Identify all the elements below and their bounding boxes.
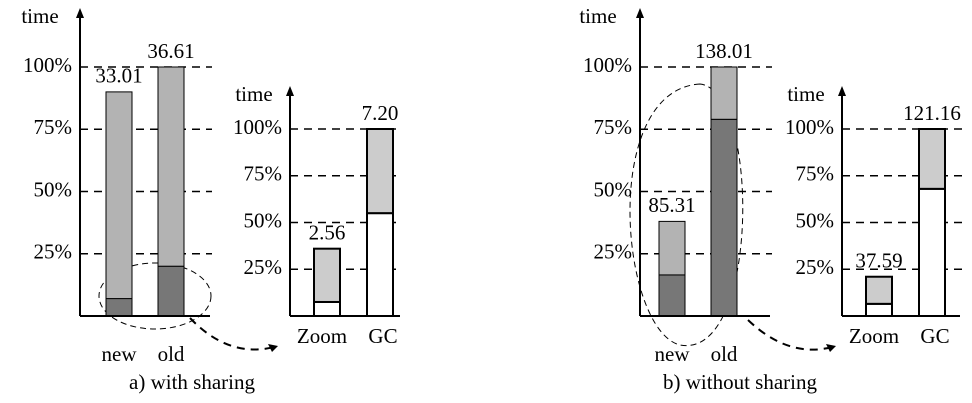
bar-label: 33.01 bbox=[95, 64, 142, 88]
bar-segment bbox=[658, 274, 686, 317]
bar-segment bbox=[105, 91, 133, 300]
y-tick-label: 100% bbox=[785, 115, 834, 139]
y-axis-label: time bbox=[579, 4, 616, 28]
x-tick-label: old bbox=[711, 342, 738, 366]
bar-label: 36.61 bbox=[147, 39, 194, 63]
zoom-region bbox=[98, 262, 212, 330]
y-tick-label: 100% bbox=[583, 53, 632, 77]
bar-segment bbox=[157, 66, 185, 267]
bar-label: 37.59 bbox=[855, 249, 902, 273]
bar-segment bbox=[157, 265, 185, 317]
bar-label: 2.56 bbox=[309, 220, 346, 244]
x-tick-label: GC bbox=[368, 324, 397, 348]
bar-segment bbox=[865, 275, 893, 305]
zoom-region bbox=[629, 83, 744, 346]
y-tick-label: 100% bbox=[23, 53, 72, 77]
x-tick-label: Zoom bbox=[849, 324, 899, 348]
y-tick-label: 75% bbox=[594, 115, 633, 139]
y-tick-label: 50% bbox=[796, 208, 835, 232]
arrow-head bbox=[268, 344, 278, 352]
y-tick-label: 50% bbox=[594, 177, 633, 201]
y-tick-label: 50% bbox=[244, 208, 283, 232]
y-axis-label: time bbox=[21, 4, 58, 28]
zoom-arrow bbox=[747, 319, 837, 351]
axis-arrow bbox=[286, 86, 294, 96]
bar-label: 121.16 bbox=[903, 101, 961, 125]
caption: b) without sharing bbox=[663, 370, 817, 394]
zoom-arrow bbox=[189, 317, 279, 351]
bar-segment bbox=[366, 212, 394, 317]
bar-label: 85.31 bbox=[648, 193, 695, 217]
axis-arrow bbox=[636, 8, 644, 18]
y-tick-label: 25% bbox=[34, 240, 73, 264]
bar-segment bbox=[918, 128, 946, 190]
bar-label: 7.20 bbox=[362, 101, 399, 125]
bar-segment bbox=[313, 300, 341, 318]
bar-segment bbox=[658, 220, 686, 276]
x-tick-label: new bbox=[102, 342, 138, 366]
y-tick-label: 100% bbox=[233, 115, 282, 139]
x-tick-label: old bbox=[158, 342, 185, 366]
bar-segment bbox=[710, 118, 738, 317]
axis-arrow bbox=[76, 8, 84, 18]
bar-segment bbox=[313, 247, 341, 303]
x-tick-label: Zoom bbox=[297, 324, 347, 348]
y-tick-label: 25% bbox=[244, 255, 283, 279]
caption: a) with sharing bbox=[129, 370, 255, 394]
x-tick-label: new bbox=[655, 342, 691, 366]
y-tick-label: 75% bbox=[34, 115, 73, 139]
x-tick-label: GC bbox=[920, 324, 949, 348]
y-tick-label: 75% bbox=[244, 162, 283, 186]
y-tick-label: 25% bbox=[796, 255, 835, 279]
axis-arrow bbox=[838, 86, 846, 96]
y-axis-label: time bbox=[235, 82, 272, 106]
y-tick-label: 50% bbox=[34, 177, 73, 201]
bar-segment bbox=[865, 302, 893, 318]
bar-segment bbox=[918, 187, 946, 317]
arrow-head bbox=[826, 344, 836, 352]
bar-segment bbox=[710, 66, 738, 120]
y-axis-label: time bbox=[787, 82, 824, 106]
bar-segment bbox=[366, 128, 394, 215]
y-tick-label: 25% bbox=[594, 240, 633, 264]
y-tick-label: 75% bbox=[796, 162, 835, 186]
bar-label: 138.01 bbox=[695, 39, 753, 63]
bar-segment bbox=[105, 298, 133, 317]
